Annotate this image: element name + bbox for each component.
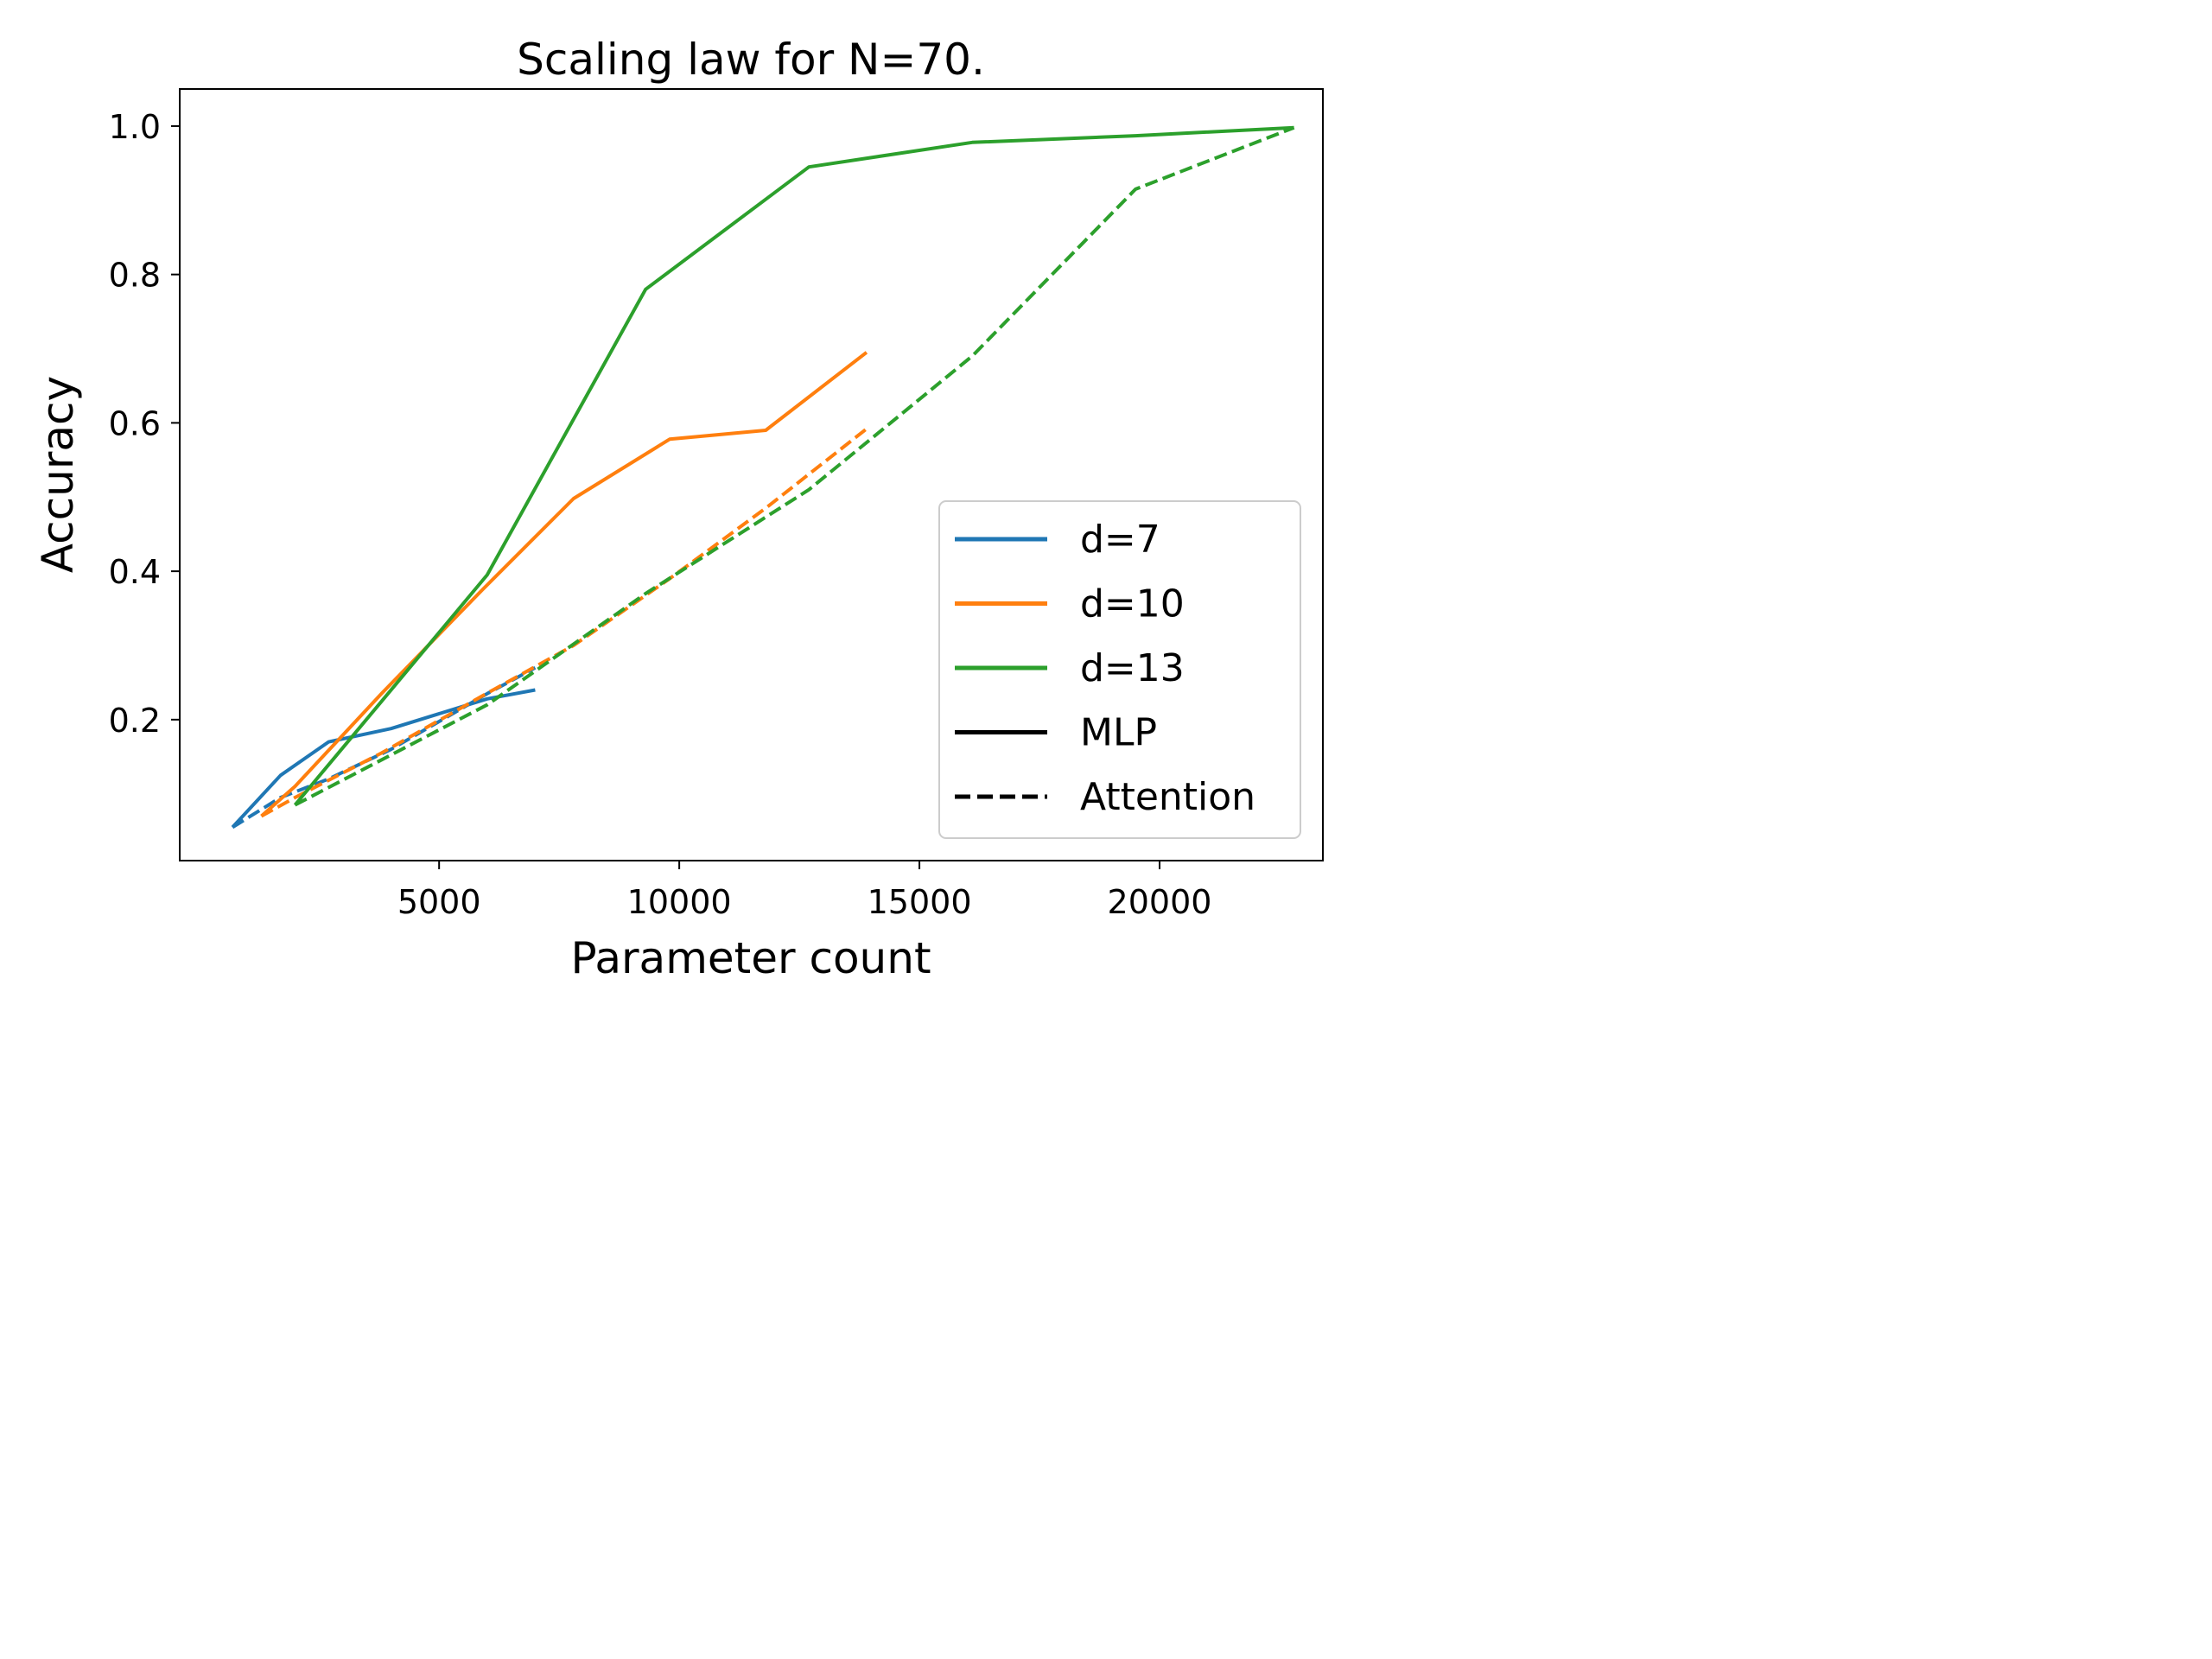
plot-frame — [179, 88, 1324, 861]
x-tick-label: 5000 — [397, 883, 481, 921]
x-tick-label: 15000 — [868, 883, 972, 921]
legend-frame — [938, 500, 1301, 839]
legend-label: d=7 — [1080, 518, 1160, 562]
legend-label: MLP — [1080, 711, 1157, 755]
y-axis-label: Accuracy — [33, 376, 83, 573]
x-axis: 5000 10000 15000 20000 — [397, 861, 1212, 921]
legend-label: d=10 — [1080, 582, 1185, 626]
chart-title: Scaling law for N=70. — [517, 35, 985, 85]
series-line-d10-mlp — [260, 351, 868, 817]
y-tick-label: 0.8 — [109, 257, 161, 295]
legend-label: d=13 — [1080, 646, 1185, 690]
legend-label: Attention — [1080, 775, 1255, 819]
y-tick-label: 0.2 — [109, 702, 161, 740]
y-tick-label: 0.6 — [109, 404, 161, 442]
series-line-d13-mlp — [293, 125, 1294, 806]
series-line-d13-attention — [294, 125, 1295, 807]
x-axis-label: Parameter count — [570, 933, 931, 983]
y-tick-label: 1.0 — [109, 108, 161, 146]
y-tick-label: 0.4 — [109, 553, 161, 591]
y-axis: 0.2 0.4 0.6 0.8 1.0 — [109, 108, 180, 740]
series-line-d10-attention — [260, 427, 868, 818]
x-tick-label: 10000 — [627, 883, 732, 921]
legend: d=7 d=10 d=13 MLP Attention — [938, 500, 1301, 839]
x-tick-label: 20000 — [1108, 883, 1212, 921]
scaling-law-chart: Scaling law for N=70. 5000 10000 15000 2000… — [0, 0, 1355, 1016]
series-layer — [231, 125, 1295, 830]
